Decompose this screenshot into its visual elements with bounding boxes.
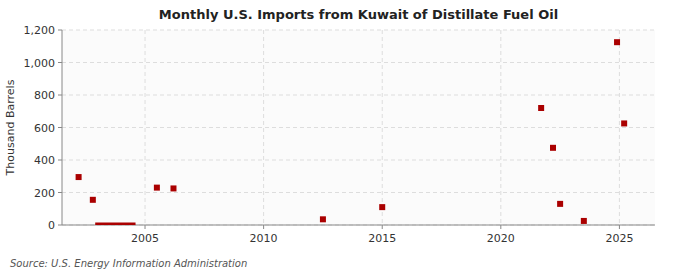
grid xyxy=(62,30,655,225)
x-tick xyxy=(145,225,146,229)
x-tick xyxy=(619,225,620,229)
x-grid-line xyxy=(145,30,146,225)
x-tick-label: 2020 xyxy=(487,232,515,245)
x-axis-line xyxy=(62,225,655,226)
scatter-point xyxy=(557,201,563,207)
chart: 0 200 400 600 800 1,000 1,200 2005 2010 2015 2020 2… xyxy=(0,0,675,275)
y-grid-line xyxy=(62,225,655,226)
x-tick-label: 2025 xyxy=(605,232,633,245)
scatter-point xyxy=(90,197,96,203)
scatter-point xyxy=(379,204,385,210)
x-tick xyxy=(500,225,501,229)
scatter-point xyxy=(614,39,620,45)
scatter-point xyxy=(581,218,587,224)
y-grid-line xyxy=(62,62,655,63)
y-tick-label: 200 xyxy=(34,187,55,200)
scatter-point xyxy=(538,105,544,111)
y-tick-label: 400 xyxy=(34,154,55,167)
y-tick-label: 800 xyxy=(34,89,55,102)
x-tick xyxy=(382,225,383,229)
scatter-point xyxy=(170,185,176,191)
x-tick xyxy=(263,225,264,229)
scatter-point xyxy=(154,185,160,191)
source-note: Source: U.S. Energy Information Administ… xyxy=(10,258,247,269)
y-tick-label: 0 xyxy=(48,219,55,232)
y-grid-line xyxy=(62,192,655,193)
y-tick xyxy=(58,192,62,193)
y-tick xyxy=(58,95,62,96)
plot-background xyxy=(62,30,655,225)
x-grid-line xyxy=(619,30,620,225)
y-tick-label: 1,000 xyxy=(24,57,56,70)
scatter-point xyxy=(621,120,627,126)
x-grid-line xyxy=(382,30,383,225)
scatter-point xyxy=(550,145,556,151)
y-tick xyxy=(58,30,62,31)
y-grid-line xyxy=(62,160,655,161)
y-grid-line xyxy=(62,95,655,96)
plot-area xyxy=(76,39,628,225)
title: Monthly U.S. Imports from Kuwait of Dist… xyxy=(159,7,558,22)
x-grid-line xyxy=(263,30,264,225)
y-grid-line xyxy=(62,127,655,128)
y-axis-label: Thousand Barrels xyxy=(4,79,17,176)
scatter-point xyxy=(76,174,82,180)
y-axis-line xyxy=(62,30,63,225)
y-tick xyxy=(58,160,62,161)
x-tick-label: 2010 xyxy=(250,232,278,245)
x-grid-line xyxy=(500,30,501,225)
y-tick-label: 600 xyxy=(34,122,55,135)
scatter-point xyxy=(320,216,326,222)
line-segment xyxy=(95,223,135,226)
x-tick-label: 2015 xyxy=(368,232,396,245)
y-tick xyxy=(58,127,62,128)
x-tick-label: 2005 xyxy=(131,232,159,245)
y-tick xyxy=(58,62,62,63)
y-grid-line xyxy=(62,30,655,31)
y-tick xyxy=(58,225,62,226)
y-tick-label: 1,200 xyxy=(24,24,56,37)
